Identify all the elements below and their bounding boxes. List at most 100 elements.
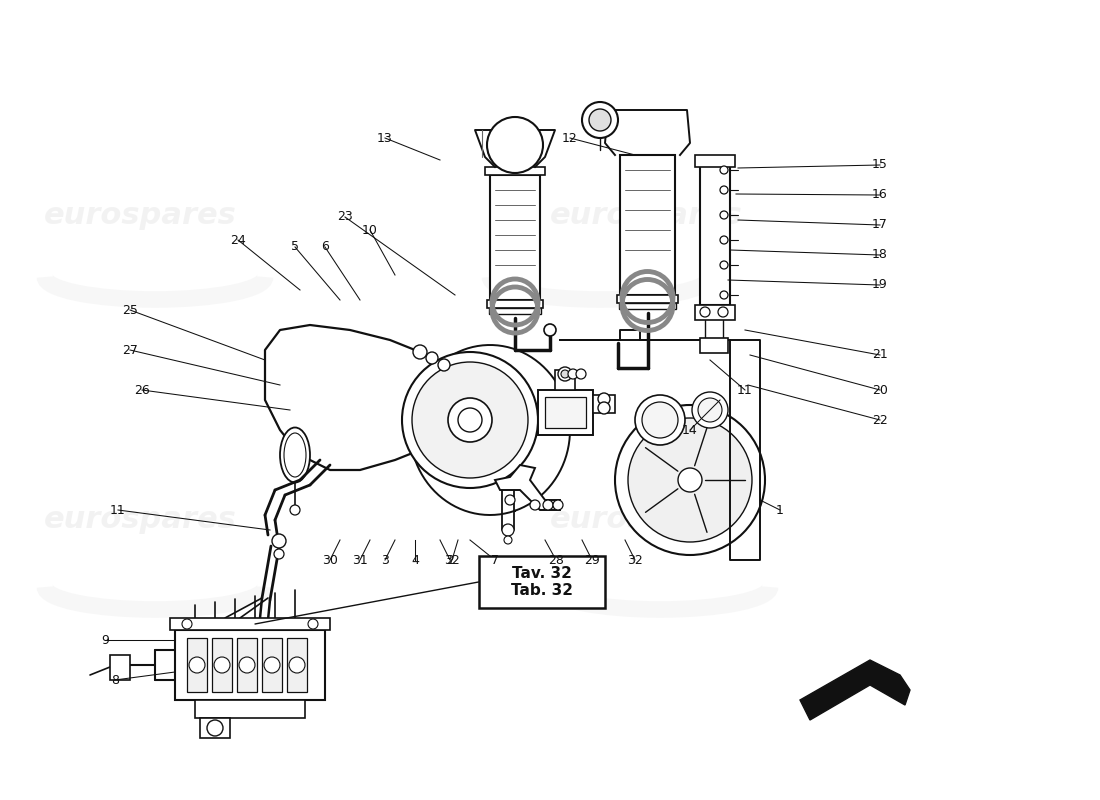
Text: eurospares: eurospares <box>44 202 236 230</box>
Text: 24: 24 <box>230 234 246 246</box>
Text: 16: 16 <box>872 189 888 202</box>
Circle shape <box>274 549 284 559</box>
Bar <box>287 638 307 692</box>
Text: eurospares: eurospares <box>550 506 742 534</box>
Text: 13: 13 <box>377 131 393 145</box>
Text: 31: 31 <box>352 554 367 566</box>
Circle shape <box>214 657 230 673</box>
Bar <box>538 390 593 435</box>
Circle shape <box>412 345 427 359</box>
Circle shape <box>598 393 611 405</box>
Bar <box>487 300 543 308</box>
Circle shape <box>582 102 618 138</box>
Bar <box>490 175 540 300</box>
Text: 2: 2 <box>447 554 454 566</box>
Circle shape <box>182 619 192 629</box>
Circle shape <box>402 352 538 488</box>
Bar <box>490 308 541 314</box>
Text: 28: 28 <box>548 554 564 566</box>
Text: 11: 11 <box>737 383 752 397</box>
Bar <box>187 638 207 692</box>
Bar <box>110 655 130 680</box>
Circle shape <box>635 395 685 445</box>
Text: 27: 27 <box>122 343 138 357</box>
Text: 19: 19 <box>872 278 888 291</box>
Bar <box>695 155 735 167</box>
Circle shape <box>505 495 515 505</box>
Bar <box>700 338 728 353</box>
Circle shape <box>720 261 728 269</box>
Ellipse shape <box>284 433 306 477</box>
Circle shape <box>720 236 728 244</box>
Circle shape <box>628 418 752 542</box>
Bar <box>262 638 282 692</box>
Text: 11: 11 <box>110 503 125 517</box>
Circle shape <box>642 402 678 438</box>
Text: 8: 8 <box>111 674 119 686</box>
Circle shape <box>720 166 728 174</box>
Bar <box>236 638 257 692</box>
Bar <box>620 155 675 295</box>
Bar <box>212 638 232 692</box>
Text: 30: 30 <box>322 554 338 566</box>
Circle shape <box>700 307 710 317</box>
Circle shape <box>692 392 728 428</box>
Bar <box>200 718 230 738</box>
Circle shape <box>502 524 514 536</box>
Bar <box>556 370 575 390</box>
Polygon shape <box>495 465 560 510</box>
Circle shape <box>553 500 563 510</box>
Text: 22: 22 <box>872 414 888 426</box>
Ellipse shape <box>280 427 310 482</box>
Bar <box>195 700 305 718</box>
Text: 32: 32 <box>627 554 642 566</box>
Circle shape <box>207 720 223 736</box>
Text: 14: 14 <box>682 423 697 437</box>
Text: 21: 21 <box>872 349 888 362</box>
Circle shape <box>448 398 492 442</box>
Bar <box>485 167 544 175</box>
Bar <box>170 618 330 630</box>
Bar <box>593 395 615 413</box>
Bar <box>478 556 605 608</box>
Polygon shape <box>800 660 910 720</box>
Bar <box>617 295 678 303</box>
Circle shape <box>458 408 482 432</box>
Text: 25: 25 <box>122 303 138 317</box>
Circle shape <box>698 398 722 422</box>
Text: 17: 17 <box>872 218 888 231</box>
Circle shape <box>544 324 556 336</box>
Text: 23: 23 <box>337 210 353 223</box>
Circle shape <box>412 362 528 478</box>
Circle shape <box>718 307 728 317</box>
Bar <box>695 305 735 320</box>
Circle shape <box>598 402 611 414</box>
Text: 26: 26 <box>134 383 150 397</box>
Bar <box>175 630 324 700</box>
Text: 3: 3 <box>381 554 389 566</box>
Text: 20: 20 <box>872 383 888 397</box>
Text: Tav. 32
Tab. 32: Tav. 32 Tab. 32 <box>510 566 573 598</box>
Circle shape <box>720 291 728 299</box>
Circle shape <box>615 405 764 555</box>
Circle shape <box>576 369 586 379</box>
Circle shape <box>588 109 610 131</box>
Circle shape <box>504 536 512 544</box>
Bar <box>544 397 586 428</box>
Text: 9: 9 <box>101 634 109 646</box>
Circle shape <box>678 468 702 492</box>
Text: 12: 12 <box>562 131 578 145</box>
Circle shape <box>558 367 572 381</box>
Text: 18: 18 <box>872 249 888 262</box>
Text: 7: 7 <box>491 554 499 566</box>
Circle shape <box>426 352 438 364</box>
Circle shape <box>568 369 578 379</box>
Text: 6: 6 <box>321 241 329 254</box>
Circle shape <box>720 211 728 219</box>
Circle shape <box>561 370 569 378</box>
Circle shape <box>438 359 450 371</box>
Text: 32: 32 <box>444 554 460 566</box>
Circle shape <box>543 500 553 510</box>
Circle shape <box>720 186 728 194</box>
Circle shape <box>272 534 286 548</box>
